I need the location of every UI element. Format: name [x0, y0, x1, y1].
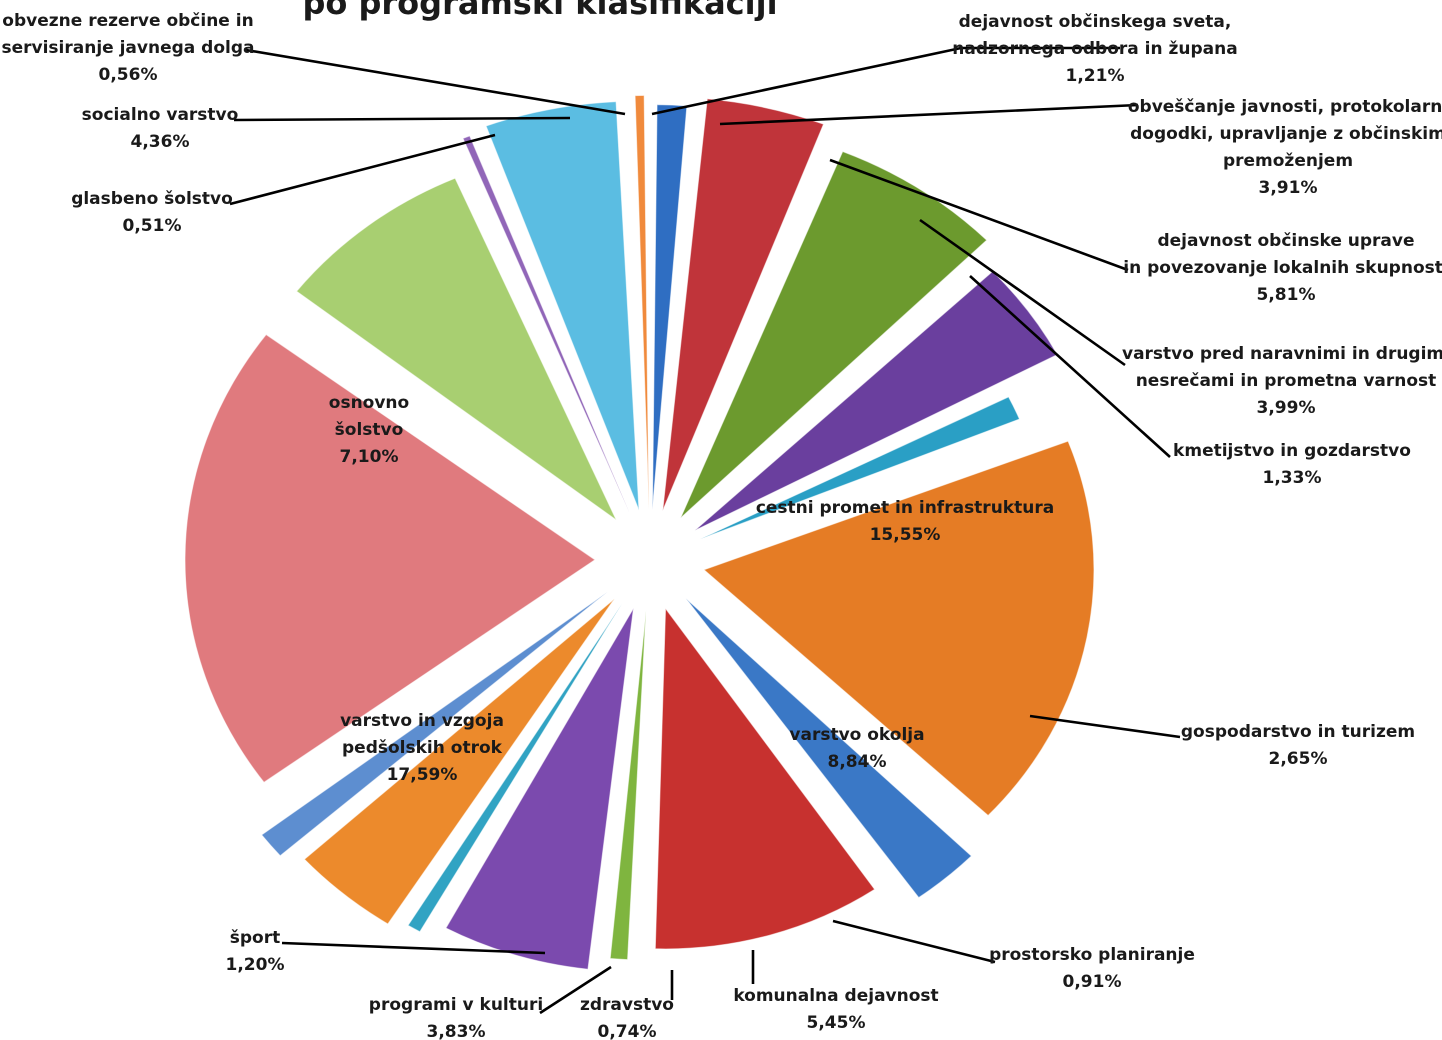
- category-label: obvezne rezerve občine in: [2, 11, 253, 31]
- value-label: 3,99%: [1257, 398, 1316, 418]
- category-label: nadzornega odbora in župana: [952, 39, 1237, 59]
- value-label: 17,59%: [387, 765, 458, 785]
- slice-kmetijstvo-in-gozdarstvo: [699, 396, 1021, 540]
- category-label: socialno varstvo: [82, 105, 239, 125]
- label-zdravstvo: zdravstvo 0,74%: [580, 995, 674, 1040]
- label-glasbeno-solstvo: glasbeno šolstvo 0,51%: [71, 189, 233, 236]
- label-dejavnost-obcinske-uprave-in-povezovanje-lokalnih-skupnosti: dejavnost občinske uprave in povezovanje …: [1123, 231, 1442, 305]
- category-label: servisiranje javnega dolga: [1, 38, 254, 58]
- category-label: dogodki, upravljanje z občinskim: [1130, 124, 1442, 144]
- category-label: in povezovanje lokalnih skupnosti: [1123, 258, 1442, 278]
- label-socialno-varstvo: socialno varstvo 4,36%: [82, 105, 239, 152]
- label-gospodarstvo-in-turizem: gospodarstvo in turizem 2,65%: [1181, 722, 1415, 769]
- value-label: 1,21%: [1066, 66, 1125, 86]
- category-label: šport: [230, 928, 280, 948]
- value-label: 2,65%: [1269, 749, 1328, 769]
- category-label: dejavnost občinske uprave: [1157, 231, 1414, 251]
- category-label: cestni promet in infrastruktura: [756, 498, 1054, 518]
- label-programi-v-kulturi: programi v kulturi 3,83%: [369, 995, 543, 1040]
- leader-line-obvezne-rezerve-obcine-in-servisiranje-javnega-dolga: [245, 48, 626, 116]
- category-label: osnovno: [329, 393, 409, 413]
- chart-title: po programski klasifikaciji: [302, 0, 777, 22]
- label-obvescanje-javnosti-protokolarni-dogodki-upravljanje-z-obcinskim-premozenjem: obveščanje javnosti, protokolarni dogodki…: [1128, 97, 1442, 198]
- slice-socialno-varstvo: [485, 101, 640, 511]
- leader-line-socialno-varstvo: [233, 116, 571, 122]
- leader-line-dejavnost-obcinskega-sveta-nadzornega-odbora-in-zupana: [651, 46, 1120, 116]
- label-sport: šport 1,20%: [226, 928, 285, 975]
- slice-cestni-promet-in-infrastruktura: [702, 440, 1095, 817]
- label-varstvo-pred-naravnimi-in-drugimi-nesrecami-in-prometna-varnost: varstvo pred naravnimi in drugimi nesreča…: [1122, 344, 1442, 418]
- leader-line-glasbeno-solstvo: [229, 133, 496, 206]
- label-varstvo-okolja: varstvo okolja 8,84%: [789, 725, 924, 772]
- category-label: kmetijstvo in gozdarstvo: [1173, 441, 1411, 461]
- slice-varstvo-in-vzgoja-pedsolskih-otrok: [184, 333, 596, 784]
- leader-line-prostorsko-planiranje: [832, 919, 996, 964]
- label-dejavnost-obcinskega-sveta-nadzornega-odbora-in-zupana: dejavnost občinskega sveta, nadzornega od…: [952, 12, 1237, 86]
- value-label: 4,36%: [131, 132, 190, 152]
- value-label: 0,56%: [99, 65, 158, 85]
- category-label: obveščanje javnosti, protokolarni: [1128, 97, 1442, 117]
- value-label: 5,81%: [1257, 285, 1316, 305]
- value-label: 3,83%: [427, 1022, 486, 1040]
- slice-labels: dejavnost občinskega sveta, nadzornega od…: [1, 11, 1442, 1040]
- leader-lines: [229, 46, 1181, 1015]
- leader-line-gospodarstvo-in-turizem: [1029, 714, 1181, 739]
- pie-slices: [184, 94, 1095, 970]
- category-label: pedšolskih otrok: [342, 738, 503, 758]
- category-label: prostorsko planiranje: [989, 945, 1195, 965]
- slice-zdravstvo: [407, 603, 623, 933]
- label-kmetijstvo-in-gozdarstvo: kmetijstvo in gozdarstvo 1,33%: [1173, 441, 1411, 488]
- category-label: gospodarstvo in turizem: [1181, 722, 1415, 742]
- category-label: zdravstvo: [580, 995, 674, 1015]
- label-prostorsko-planiranje: prostorsko planiranje 0,91%: [989, 945, 1195, 992]
- slice-obvescanje-javnosti-protokolarni-dogodki-upravljanje-z-obcinskim-premozenjem: [662, 98, 825, 511]
- slice-glasbeno-solstvo: [462, 135, 631, 514]
- category-label: varstvo okolja: [789, 725, 924, 745]
- slice-programi-v-kulturi: [303, 598, 615, 925]
- leader-line-varstvo-pred-naravnimi-in-drugimi-nesrecami-in-prometna-varnost: [919, 218, 1126, 367]
- leader-line-programi-v-kulturi: [539, 965, 612, 1015]
- slice-gospodarstvo-in-turizem: [685, 598, 973, 899]
- leader-line-obvescanje-javnosti-protokolarni-dogodki-upravljanje-z-obcinskim-premozenjem: [719, 103, 1139, 126]
- label-komunalna-dejavnost: komunalna dejavnost 5,45%: [733, 986, 938, 1033]
- slice-varstvo-okolja: [654, 607, 876, 950]
- category-label: nesrečami in prometna varnost: [1136, 371, 1437, 391]
- leader-line-dejavnost-obcinske-uprave-in-povezovanje-lokalnih-skupnosti: [829, 158, 1129, 272]
- slice-prostorsko-planiranje: [609, 610, 647, 961]
- slice-obvezne-rezerve-obcine-in-servisiranje-javnega-dolga: [634, 94, 650, 510]
- label-obvezne-rezerve-obcine-in-servisiranje-javnega-dolga: obvezne rezerve občine in servisiranje ja…: [1, 11, 254, 85]
- value-label: 0,51%: [123, 216, 182, 236]
- label-cestni-promet-in-infrastruktura: cestni promet in infrastruktura 15,55%: [756, 498, 1054, 545]
- category-label: komunalna dejavnost: [733, 986, 938, 1006]
- category-label: varstvo in vzgoja: [340, 711, 504, 731]
- slice-komunalna-dejavnost: [445, 608, 634, 970]
- leader-line-sport: [281, 941, 546, 955]
- value-label: 1,33%: [1263, 468, 1322, 488]
- leader-line-kmetijstvo-in-gozdarstvo: [969, 275, 1171, 458]
- value-label: 3,91%: [1259, 178, 1318, 198]
- category-label: varstvo pred naravnimi in drugimi: [1122, 344, 1442, 364]
- label-osnovno-solstvo: osnovno šolstvo 7,10%: [329, 393, 409, 467]
- slice-osnovno-solstvo: [295, 177, 618, 522]
- value-label: 0,74%: [598, 1022, 657, 1040]
- value-label: 15,55%: [870, 525, 941, 545]
- category-label: šolstvo: [335, 420, 404, 440]
- category-label: dejavnost občinskega sveta,: [959, 12, 1232, 32]
- slice-dejavnost-obcinske-uprave-in-povezovanje-lokalnih-skupnosti: [680, 150, 988, 519]
- value-label: 0,91%: [1063, 972, 1122, 992]
- slice-sport: [260, 591, 608, 857]
- category-label: premoženjem: [1223, 151, 1353, 171]
- value-label: 8,84%: [828, 752, 887, 772]
- category-label: programi v kulturi: [369, 995, 543, 1015]
- value-label: 7,10%: [340, 447, 399, 467]
- value-label: 5,45%: [807, 1013, 866, 1033]
- category-label: glasbeno šolstvo: [71, 189, 233, 209]
- value-label: 1,20%: [226, 955, 285, 975]
- label-varstvo-in-vzgoja-pedsolskih-otrok: varstvo in vzgoja pedšolskih otrok 17,59%: [340, 711, 504, 785]
